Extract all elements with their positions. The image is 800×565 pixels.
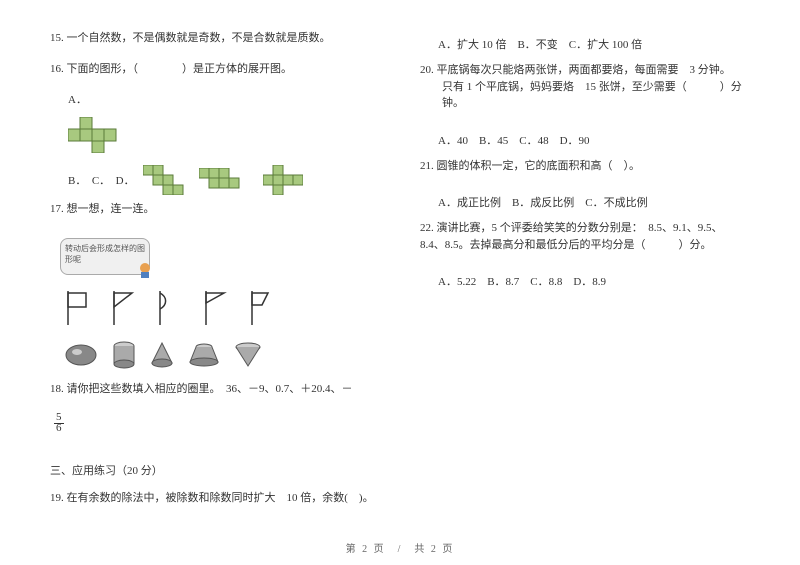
q17: 17. 想一想，连一连。 — [50, 201, 380, 218]
q19-options: A．扩大 10 倍 B．不变 C．扩大 100 倍 — [438, 36, 750, 52]
section3-title: 三、应用练习（20 分） — [50, 462, 380, 478]
q21-options: A．成正比例 B．成反比例 C．不成比例 — [438, 194, 750, 210]
q20-line1: 20. 平底锅每次只能烙两张饼，两面都要烙，每面需要 3 分钟。 — [420, 62, 750, 79]
q18: 18. 请你把这些数填入相应的圈里。 36、－9、0.7、＋20.4、－ — [50, 381, 380, 398]
sphere-icon — [64, 343, 98, 367]
q16-option-a-label: A． — [68, 91, 380, 107]
q20-line2: 只有 1 个平底锅，妈妈要烙 15 张饼，至少需要（ ）分钟。 — [442, 79, 750, 112]
cube-net-c-icon — [199, 168, 255, 192]
cylinder-icon — [112, 341, 136, 369]
cube-net-d-icon — [263, 165, 303, 195]
q16-option-a-figure — [68, 117, 380, 153]
q22-options: A．5.22 B．8.7 C．8.8 D．8.9 — [438, 273, 750, 289]
cube-net-b-icon — [143, 165, 191, 195]
cube-net-a-icon — [68, 117, 128, 153]
character-icon — [135, 260, 155, 280]
flag-rect-icon — [64, 291, 92, 325]
flag-trapezoid-icon — [248, 291, 276, 325]
page-footer: 第 2 页 / 共 2 页 — [0, 540, 800, 555]
q22: 22. 演讲比赛，5 个评委给笑笑的分数分别是： 8.5、9.1、9.5、 8.… — [420, 220, 750, 253]
thought-bubble: 转动后会形成怎样的图形呢 — [60, 238, 150, 276]
q20: 20. 平底锅每次只能烙两张饼，两面都要烙，每面需要 3 分钟。 只有 1 个平… — [420, 62, 750, 112]
q20-options: A．40 B．45 C．48 D．90 — [438, 132, 750, 148]
q16-bcd-label: B． C． D． — [68, 172, 135, 188]
q16: 16. 下面的图形，（ ）是正方体的展开图。 — [50, 61, 380, 78]
q15: 15. 一个自然数，不是偶数就是奇数，不是合数就是质数。 — [50, 30, 380, 47]
cone-down-icon — [234, 342, 262, 368]
bubble-text: 转动后会形成怎样的图形呢 — [65, 244, 145, 264]
solids-row — [64, 341, 380, 369]
flag-right-triangle-icon — [202, 291, 230, 325]
q22-line2: 8.4、8.5。去掉最高分和最低分后的平均分是（ ）分。 — [420, 237, 750, 254]
frac-den: 6 — [54, 422, 64, 434]
q22-line1: 22. 演讲比赛，5 个评委给笑笑的分数分别是： 8.5、9.1、9.5、 — [420, 220, 750, 237]
left-column: 15. 一个自然数，不是偶数就是奇数，不是合数就是质数。 16. 下面的图形，（… — [50, 30, 380, 520]
cone-up-icon — [150, 341, 174, 369]
flag-semicircle-icon — [156, 291, 184, 325]
flag-triangle-icon — [110, 291, 138, 325]
q21: 21. 圆锥的体积一定，它的底面积和高（ ）。 — [420, 158, 750, 175]
right-column: A．扩大 10 倍 B．不变 C．扩大 100 倍 20. 平底锅每次只能烙两张… — [420, 30, 750, 520]
flat-shapes-row — [64, 291, 380, 325]
q16-options-bcd: B． C． D． — [68, 165, 380, 195]
frustum-icon — [188, 342, 220, 368]
q18-text: 18. 请你把这些数填入相应的圈里。 36、－9、0.7、＋20.4、－ — [50, 383, 353, 395]
q18-fraction: 56 — [54, 412, 380, 434]
q19: 19. 在有余数的除法中，被除数和除数同时扩大 10 倍，余数( )。 — [50, 490, 380, 507]
